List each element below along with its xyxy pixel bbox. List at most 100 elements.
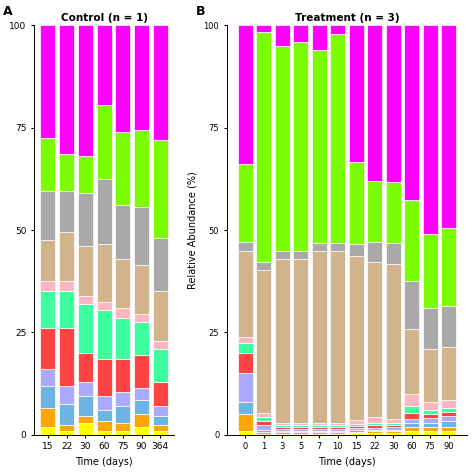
Bar [115, 423, 130, 431]
Bar [40, 408, 55, 427]
Bar [312, 429, 327, 431]
Bar [275, 425, 290, 427]
Bar [422, 402, 438, 410]
Bar [153, 341, 168, 349]
Bar [78, 304, 93, 353]
Bar [238, 414, 253, 431]
Bar [385, 243, 401, 264]
Bar [59, 425, 74, 431]
X-axis label: Time (days): Time (days) [318, 457, 376, 467]
Bar [404, 427, 419, 431]
Bar [312, 431, 327, 432]
Bar [330, 429, 346, 431]
Bar [97, 245, 111, 302]
Bar [97, 410, 111, 420]
Bar [40, 386, 55, 408]
Bar [367, 263, 382, 417]
Bar [59, 404, 74, 425]
Bar [367, 431, 382, 433]
Bar [40, 292, 55, 328]
Bar [422, 410, 438, 414]
Bar [422, 431, 438, 435]
Bar [256, 262, 272, 270]
Bar [256, 426, 272, 429]
Bar [238, 242, 253, 251]
Bar [115, 406, 130, 423]
Bar [293, 427, 309, 429]
Bar [404, 281, 419, 329]
Bar [349, 162, 364, 244]
Bar [293, 42, 309, 251]
Bar [134, 314, 149, 322]
Bar [40, 138, 55, 191]
Bar [422, 25, 438, 234]
Bar [422, 419, 438, 423]
Text: A: A [3, 5, 13, 18]
Bar [404, 25, 419, 200]
Bar [367, 428, 382, 429]
Bar [441, 228, 456, 306]
Bar [78, 417, 93, 423]
Bar [115, 205, 130, 259]
Y-axis label: Relative Abundance (%): Relative Abundance (%) [188, 171, 198, 289]
Bar [40, 191, 55, 240]
Bar [256, 421, 272, 426]
Bar [441, 420, 456, 427]
Title: Treatment (n = 3): Treatment (n = 3) [295, 13, 399, 23]
Bar [115, 431, 130, 435]
Bar [153, 431, 168, 435]
Bar [97, 105, 111, 179]
Bar [97, 25, 111, 105]
Bar [153, 140, 168, 238]
Bar [256, 417, 272, 421]
Bar [293, 429, 309, 431]
Bar [275, 251, 290, 259]
Bar [367, 181, 382, 242]
Bar [40, 328, 55, 369]
Bar [238, 164, 253, 242]
Bar [134, 400, 149, 414]
Bar [330, 251, 346, 423]
Bar [404, 423, 419, 427]
Bar [385, 428, 401, 429]
Bar [78, 396, 93, 417]
Bar [385, 423, 401, 426]
Bar [115, 132, 130, 205]
Bar [293, 425, 309, 427]
Bar [40, 25, 55, 138]
Bar [153, 292, 168, 341]
Bar [134, 322, 149, 355]
Bar [238, 374, 253, 402]
Bar [134, 427, 149, 435]
Bar [115, 359, 130, 392]
Bar [349, 430, 364, 432]
Bar [441, 431, 456, 435]
Bar [134, 265, 149, 314]
Bar [275, 259, 290, 423]
Bar [441, 427, 456, 431]
Bar [404, 407, 419, 412]
Bar [422, 414, 438, 419]
Bar [115, 318, 130, 359]
Bar [293, 251, 309, 259]
Bar [349, 432, 364, 433]
Bar [78, 423, 93, 435]
Bar [330, 434, 346, 435]
Bar [256, 270, 272, 413]
Bar [59, 232, 74, 281]
Bar [78, 296, 93, 304]
Bar [40, 369, 55, 386]
Bar [385, 419, 401, 423]
Bar [153, 406, 168, 417]
Bar [404, 329, 419, 394]
Bar [153, 349, 168, 382]
Bar [404, 431, 419, 435]
Bar [238, 337, 253, 343]
Bar [275, 427, 290, 429]
Bar [238, 343, 253, 353]
Bar [59, 292, 74, 328]
Bar [330, 431, 346, 432]
Bar [134, 130, 149, 208]
Bar [312, 425, 327, 427]
Bar [238, 25, 253, 164]
